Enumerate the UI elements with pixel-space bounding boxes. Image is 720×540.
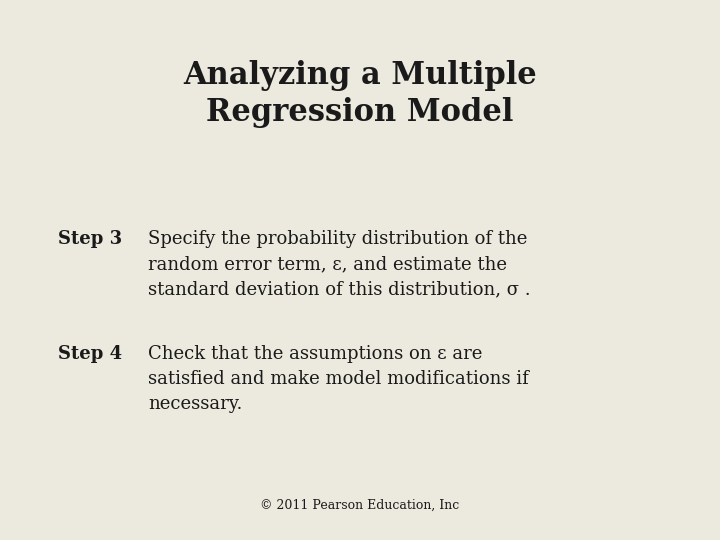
Text: Step 4: Step 4 bbox=[58, 345, 122, 363]
Text: Specify the probability distribution of the
random error term, ε, and estimate t: Specify the probability distribution of … bbox=[148, 230, 531, 298]
Text: Step 3: Step 3 bbox=[58, 230, 122, 248]
Text: Check that the assumptions on ε are
satisfied and make model modifications if
ne: Check that the assumptions on ε are sati… bbox=[148, 345, 528, 413]
Text: Analyzing a Multiple
Regression Model: Analyzing a Multiple Regression Model bbox=[183, 60, 537, 128]
Text: © 2011 Pearson Education, Inc: © 2011 Pearson Education, Inc bbox=[261, 499, 459, 512]
